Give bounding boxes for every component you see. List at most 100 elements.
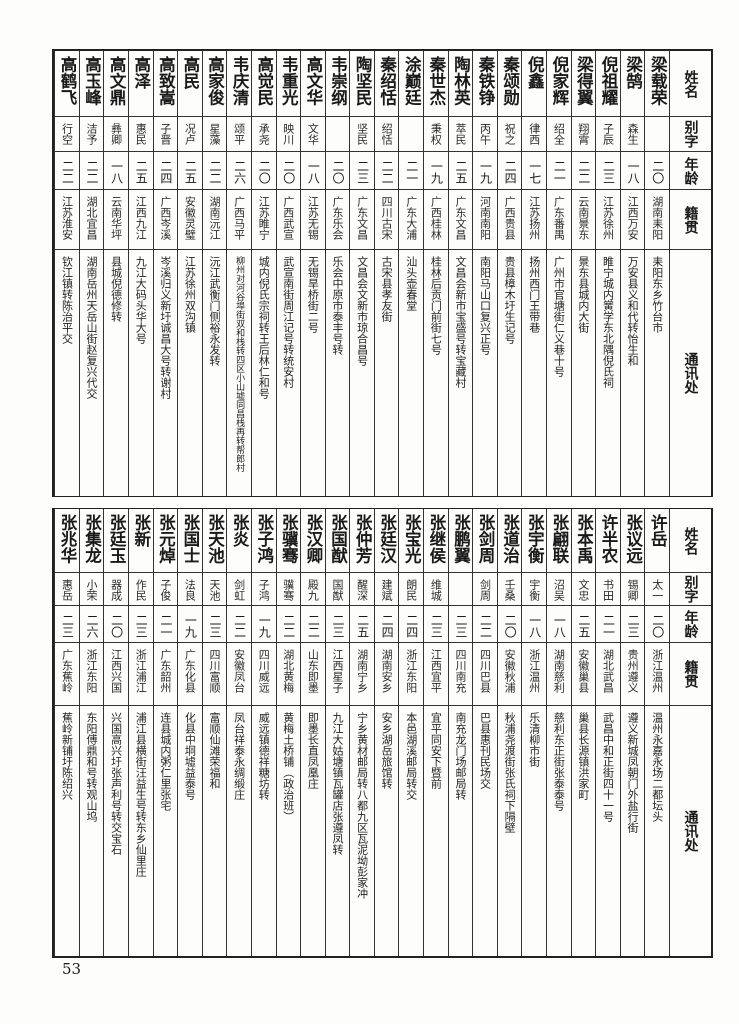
alias-text: 朗民 xyxy=(404,579,418,601)
age-text: 二二 xyxy=(380,160,395,184)
age-cell: 一八 xyxy=(547,606,571,643)
address-text: 兴国高兴圩张声利号转交宝石 xyxy=(109,712,123,855)
address-cell: 巴县惠刊民场交 xyxy=(473,706,497,956)
origin-text: 广西武宣 xyxy=(281,196,295,240)
address-text: 连县城内粥仁里张宅 xyxy=(158,712,172,811)
address-cell: 蕉岭新铺圩陈绍兴 xyxy=(55,706,79,956)
name-cell: 张道治 xyxy=(497,509,522,573)
name-text: 高玉峰 xyxy=(82,56,102,106)
alias-cell: 翔霄 xyxy=(571,117,596,152)
name-text: 张宇衡 xyxy=(525,514,545,564)
origin-cell: 湖南慈利 xyxy=(547,643,571,706)
origin-cell: 湖北武昌 xyxy=(596,643,620,706)
origin-cell: 江苏徐州 xyxy=(596,190,620,250)
age-cell: 二五 xyxy=(350,606,374,643)
name-text: 高致嵩 xyxy=(156,56,176,106)
address-text: 汕头壶春堂 xyxy=(404,256,418,311)
alias-cell: 子俊 xyxy=(153,573,178,606)
alias-text: 丙午 xyxy=(478,123,492,145)
name-cell: 高家俊 xyxy=(202,51,227,117)
person-record: 张新 作民 二三 浙江浦江 浦江县横街汪益生号转东乡仙里庄 xyxy=(127,509,153,956)
person-record: 秦绍恬 绍恬 二二 四川古宋 古宋县孝友街 xyxy=(373,51,399,496)
alias-text: 况卢 xyxy=(183,123,197,145)
name-cell: 梁鹄 xyxy=(620,51,645,117)
address-text: 巢县长源镇洪家町 xyxy=(576,712,590,800)
name-text: 涂巅廷 xyxy=(402,56,422,106)
alias-cell: 朗民 xyxy=(399,573,424,606)
origin-cell: 江西星子 xyxy=(325,643,350,706)
address-text: 秋浦尧渡街张氏祠下隔壁 xyxy=(503,712,517,833)
age-text: 一八 xyxy=(626,160,641,184)
name-cell: 张鹏翼 xyxy=(448,509,473,573)
origin-cell: 安徽巢县 xyxy=(571,643,596,706)
person-record: 张本禹 文忠 二五 安徽巢县 巢县长源镇洪家町 xyxy=(570,509,596,956)
name-cell: 高泽 xyxy=(128,51,153,117)
name-text: 倪鑫 xyxy=(525,56,545,89)
name-text: 许岳 xyxy=(648,514,668,547)
alias-text: 文华 xyxy=(306,123,320,145)
age-cell: 一八 xyxy=(301,152,325,190)
alias-cell: 国猷 xyxy=(325,573,350,606)
alias-text: 建斌 xyxy=(380,579,394,601)
name-cell: 张宇衡 xyxy=(522,509,547,573)
origin-cell: 安徽秋浦 xyxy=(497,643,522,706)
origin-text: 四川威远 xyxy=(257,649,271,693)
address-text: 万安县义和代转怡生和 xyxy=(626,256,640,366)
age-text: 二二 xyxy=(60,160,75,184)
age-text: 二四 xyxy=(404,614,419,638)
origin-cell: 湖南安乡 xyxy=(374,643,399,706)
age-text: 一七 xyxy=(527,160,542,184)
alias-cell: 森生 xyxy=(620,117,645,152)
alias-text: 森生 xyxy=(626,123,640,145)
origin-cell: 广西马平 xyxy=(227,190,251,250)
name-text: 张天池 xyxy=(205,514,225,564)
alias-text: 国猷 xyxy=(330,579,344,601)
name-cell: 梁载荣 xyxy=(645,51,669,117)
address-cell: 乐清柳市街 xyxy=(522,706,546,956)
alias-text: 颂平 xyxy=(232,123,246,145)
alias-cell: 文华 xyxy=(301,117,325,152)
alias-text: 承尧 xyxy=(257,123,271,145)
address-cell: 扬州西门王带巷 xyxy=(522,250,546,496)
age-cell: 二三 xyxy=(128,606,153,643)
age-text: 二〇 xyxy=(257,160,272,184)
person-record: 高泽 惠民 二五 江西九江 九江大码头华大号 xyxy=(127,51,153,496)
address-text: 九江大姑塘镇瓦罐店张遵凤转 xyxy=(330,712,344,855)
address-cell: 宜平同安下暨前 xyxy=(424,706,448,956)
origin-cell: 广西岑溪 xyxy=(153,190,178,250)
name-cell: 秦世杰 xyxy=(424,51,448,117)
origin-text: 广东文昌 xyxy=(355,196,369,240)
origin-text: 湖南慈利 xyxy=(552,649,566,693)
age-cell: 二二 xyxy=(374,152,399,190)
name-cell: 许半农 xyxy=(596,509,620,573)
age-cell: 二三 xyxy=(202,606,227,643)
origin-cell: 安徽灵璧 xyxy=(178,190,202,250)
name-cell: 韦崇纲 xyxy=(325,51,350,117)
person-record: 张集龙 小荣 二六 浙江东阳 东阳傅鼎和号转观山坞 xyxy=(78,509,104,956)
alias-text: 太一 xyxy=(650,579,664,601)
origin-text: 江西九江 xyxy=(134,196,148,240)
name-cell: 高文华 xyxy=(301,51,325,117)
address-cell: 黄梅土桥铺（政治班） xyxy=(277,706,301,956)
alias-text: 惠民 xyxy=(134,123,148,145)
age-text: 一八 xyxy=(109,160,124,184)
alias-cell: 祝之 xyxy=(497,117,522,152)
page-number: 53 xyxy=(62,960,82,978)
alias-text: 子辰 xyxy=(601,123,615,145)
person-record: 许岳 太一 二〇 浙江温州 温州永嘉永场二都坛头 xyxy=(644,509,669,956)
address-cell: 巢县长源镇洪家町 xyxy=(572,706,596,956)
name-cell: 韦重光 xyxy=(276,51,301,117)
address-text: 安乡湖岳旅馆转 xyxy=(380,712,394,789)
alias-cell: 绍恬 xyxy=(374,117,399,152)
origin-text: 江西宜平 xyxy=(429,649,443,693)
roster-table-lower: 姓名 别字 年龄 籍贯 通讯处 许岳 太一 二〇 浙江温州 温州永嘉永场二都坛头 张议远 锡卿 二三 贵州… xyxy=(54,509,711,956)
alias-cell: 子辰 xyxy=(596,117,620,152)
age-cell: 二六 xyxy=(227,152,251,190)
age-text: 二三 xyxy=(208,614,223,638)
alias-cell: 天池 xyxy=(202,573,227,606)
age-text: 二四 xyxy=(503,160,518,184)
alias-cell: 剑周 xyxy=(473,573,497,606)
header-origin-label: 籍贯 xyxy=(682,205,699,234)
alias-cell: 子鸿 xyxy=(251,573,276,606)
person-record: 韦崇纲 二〇 广东乐会 乐会中原市泰丰号转 xyxy=(324,51,350,496)
